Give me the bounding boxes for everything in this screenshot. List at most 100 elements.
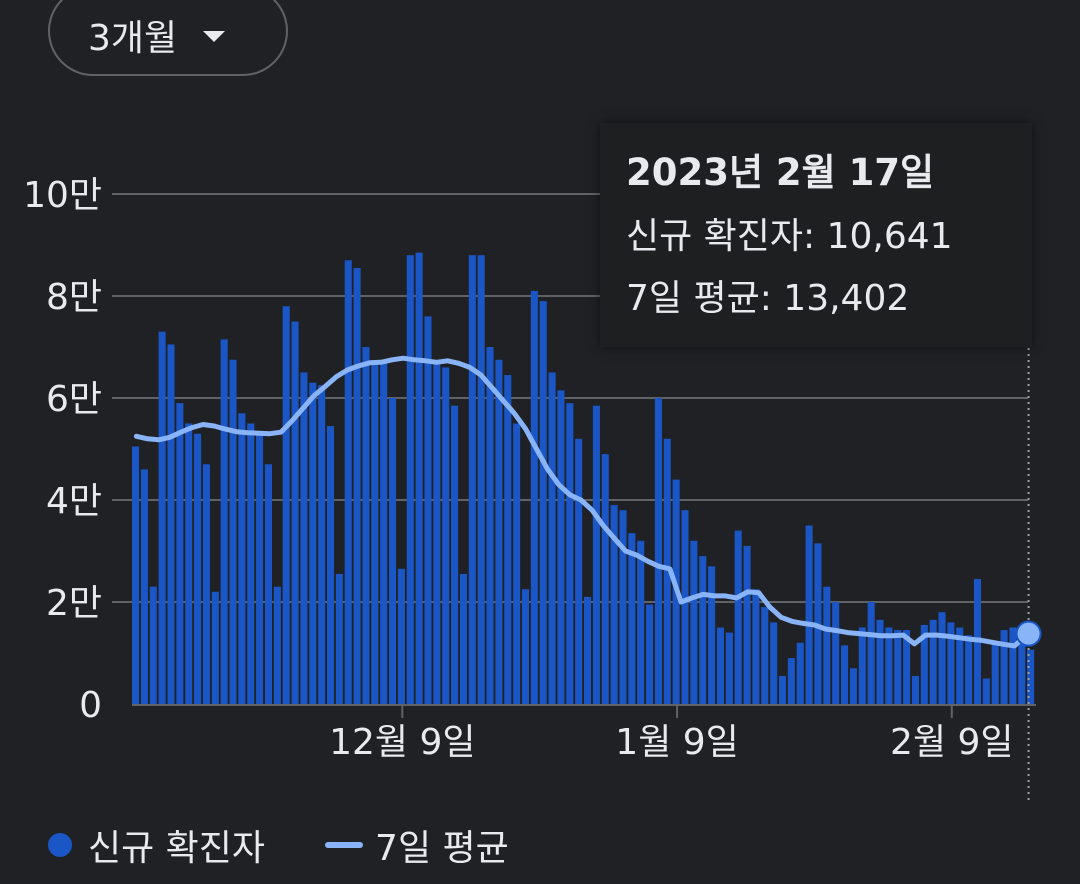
bar — [433, 362, 441, 704]
bar — [575, 438, 583, 704]
bar — [654, 398, 662, 704]
bar — [459, 573, 467, 704]
bar — [903, 630, 911, 704]
bar — [885, 627, 893, 704]
bar — [832, 602, 840, 704]
bar — [841, 645, 849, 704]
x-axis: 12월 9일 1월 9일 2월 9일 — [132, 704, 1036, 763]
bar — [318, 385, 326, 704]
bar — [504, 375, 512, 704]
bar — [849, 668, 857, 704]
bar — [628, 533, 636, 704]
bar — [557, 390, 565, 704]
tooltip-new-cases: 신규 확진자: 10,641 — [626, 216, 953, 257]
bar — [610, 505, 618, 704]
bar — [282, 306, 290, 704]
bar — [167, 344, 175, 704]
bar — [752, 589, 760, 704]
bar — [539, 301, 547, 704]
bar — [965, 635, 973, 704]
bar — [202, 464, 210, 704]
date-range-dropdown[interactable]: 3개월 — [48, 0, 288, 76]
hover-point — [1015, 620, 1042, 647]
bar — [158, 331, 166, 704]
bar — [264, 464, 272, 704]
bar — [743, 545, 751, 704]
bar — [690, 540, 698, 704]
bar — [530, 290, 538, 704]
avg-line-group — [133, 355, 1029, 649]
bar — [858, 627, 866, 704]
bar — [326, 426, 335, 704]
bar — [371, 364, 379, 704]
bar — [477, 255, 485, 704]
bar — [619, 510, 627, 704]
bar — [894, 630, 902, 704]
bar — [584, 596, 592, 704]
bar — [761, 607, 769, 704]
bar — [982, 678, 990, 704]
bar — [468, 255, 476, 704]
bar — [424, 316, 432, 704]
x-tick-label: 2월 9일 — [890, 722, 1014, 763]
bar — [592, 405, 600, 704]
bar — [867, 602, 875, 704]
tooltip-date: 2023년 2월 17일 — [626, 151, 935, 194]
bar — [256, 431, 264, 704]
bar — [911, 675, 919, 704]
bar — [344, 260, 352, 704]
bar — [406, 255, 414, 704]
bar — [734, 530, 742, 704]
bar — [1027, 649, 1035, 704]
bar — [1018, 635, 1026, 704]
bar — [362, 347, 370, 704]
bar — [149, 586, 157, 704]
bar — [637, 540, 645, 704]
y-tick-label: 6만 — [46, 379, 102, 420]
bar — [220, 339, 228, 704]
legend-average: 7일 평균 — [375, 828, 509, 869]
bar — [725, 632, 733, 704]
cases-chart[interactable]: 0 2만 4만 6만 8만 10만 12월 9일 1월 9일 2월 9일 — [0, 0, 1080, 810]
tooltip-new-cases-value: 10,641 — [826, 216, 953, 257]
bar — [1009, 627, 1017, 704]
bar — [947, 622, 955, 704]
bar — [991, 642, 999, 704]
date-range-label: 3개월 — [88, 18, 178, 59]
bar — [787, 658, 795, 704]
bar — [397, 568, 405, 704]
y-tick-label: 0 — [79, 685, 102, 726]
bar — [238, 413, 246, 704]
bar — [140, 469, 148, 704]
bar — [185, 423, 193, 704]
tooltip-average-value: 13,402 — [783, 278, 910, 319]
bar — [938, 612, 946, 704]
bar — [929, 619, 937, 704]
bar — [353, 267, 361, 704]
y-tick-label: 2만 — [46, 583, 102, 624]
bar — [708, 566, 716, 704]
bar — [805, 525, 813, 704]
y-tick-label: 10만 — [23, 175, 102, 216]
bar — [309, 382, 317, 704]
bar — [601, 454, 609, 704]
bars-group — [132, 252, 1035, 704]
bar — [176, 403, 184, 704]
bar — [920, 624, 928, 704]
bar — [646, 604, 654, 704]
bar — [521, 589, 530, 704]
y-tick-label: 4만 — [46, 481, 102, 522]
bar — [1000, 630, 1008, 704]
legend-bar-swatch-icon — [48, 833, 72, 857]
bar — [451, 405, 459, 704]
bar — [823, 586, 831, 704]
bar — [194, 433, 202, 704]
bar — [389, 398, 397, 704]
bar — [681, 510, 689, 704]
bar — [876, 619, 884, 704]
data-tooltip: 2023년 2월 17일 신규 확진자: 10,641 7일 평균: 13,40… — [600, 123, 1032, 347]
bar — [335, 573, 343, 704]
chevron-down-icon — [203, 30, 226, 42]
legend-line-swatch-icon — [325, 842, 364, 848]
tooltip-new-cases-label: 신규 확진자 — [626, 216, 804, 257]
